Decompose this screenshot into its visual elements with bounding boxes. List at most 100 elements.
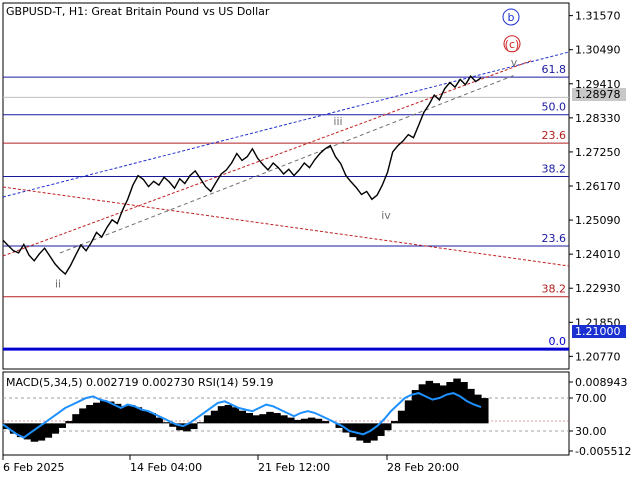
main-plot-frame xyxy=(2,2,570,370)
macd-bar xyxy=(127,404,136,424)
macd-bar xyxy=(30,423,39,442)
macd-bar xyxy=(349,423,357,438)
wave-c-circle xyxy=(503,35,521,53)
macd-bar xyxy=(79,408,87,424)
level-price-tag: 1.21000 xyxy=(572,325,626,338)
macd-bar xyxy=(439,385,447,424)
macd-bar xyxy=(307,417,316,424)
fib-level-label: 50.0 xyxy=(542,101,567,114)
indicator-tick-label: -0.005512 xyxy=(575,445,631,458)
macd-bar xyxy=(44,423,53,438)
macd-bar xyxy=(390,421,399,424)
macd-bar xyxy=(141,410,150,424)
macd-bar xyxy=(404,400,413,424)
channel-lines xyxy=(2,51,570,267)
macd-bar xyxy=(99,400,108,424)
fib-level-label: 38.2 xyxy=(542,283,567,296)
macd-bar xyxy=(453,378,461,424)
price-tick-label: 1.25090 xyxy=(575,214,621,227)
macd-bar xyxy=(238,410,247,424)
price-tick-label: 1.26170 xyxy=(575,180,621,193)
macd-bar xyxy=(384,423,392,431)
macd-bar xyxy=(169,423,177,427)
macd-bar xyxy=(474,394,482,424)
level-price-tag-text: 1.21000 xyxy=(575,325,621,338)
macd-bar xyxy=(190,423,198,430)
wave-label: v xyxy=(511,56,518,69)
macd-bar xyxy=(16,423,25,438)
time-tick-label: 28 Feb 20:00 xyxy=(387,461,459,474)
macd-bar xyxy=(252,415,260,424)
macd-bar xyxy=(467,388,475,424)
wave-label: (c) xyxy=(505,38,520,51)
level-price-tag-box xyxy=(572,325,626,338)
time-tick-label: 14 Feb 04:00 xyxy=(130,461,202,474)
wave-label: ii xyxy=(55,278,61,291)
fib-level-label: 61.8 xyxy=(542,63,567,76)
macd-bar xyxy=(9,423,18,434)
upper-blue-channel xyxy=(2,51,570,198)
macd-bar xyxy=(300,418,309,424)
macd-bar xyxy=(176,423,184,431)
macd-bar xyxy=(377,423,385,436)
macd-bar xyxy=(411,390,420,424)
indicator-title: MACD(5,34,5) 0.002719 0.002730 RSI(14) 5… xyxy=(6,376,273,389)
wave-label: iv xyxy=(381,209,391,222)
price-axis: 1.31570 1.30490 1.29410 1.28330 1.27250 1.261… xyxy=(569,10,621,363)
macd-bar xyxy=(266,411,274,424)
macd-bar xyxy=(460,382,468,424)
current-price-tag-text: 1.28978 xyxy=(575,88,621,101)
macd-bar xyxy=(23,423,32,440)
macd-histogram xyxy=(3,378,489,443)
macd-bar xyxy=(37,423,46,441)
macd-bar xyxy=(196,422,205,424)
macd-bar xyxy=(148,413,157,424)
macd-bar xyxy=(432,383,441,424)
current-price-tag: 1.28978 xyxy=(572,88,626,101)
macd-bar xyxy=(446,382,454,424)
macd-bar xyxy=(273,413,281,424)
macd-bar xyxy=(370,423,378,441)
falling-red-line xyxy=(2,186,570,267)
indicator-tick-label: 0.008943 xyxy=(575,376,628,389)
macd-bar xyxy=(162,422,170,424)
macd-bar xyxy=(134,407,143,424)
price-tick-label: 1.29410 xyxy=(575,78,621,91)
rsi-line xyxy=(2,392,482,439)
macd-bar xyxy=(425,380,434,424)
macd-bar xyxy=(314,418,323,424)
indicator-tick-label: 70.00 xyxy=(575,392,607,405)
macd-bar xyxy=(210,410,219,424)
macd-bar xyxy=(321,421,330,424)
macd-bar xyxy=(203,415,212,424)
macd-bar xyxy=(418,384,427,424)
chart-title: GBPUSD-T, H1: Great Britain Pound vs US … xyxy=(6,5,270,18)
macd-bar xyxy=(231,407,240,424)
macd-bar xyxy=(65,421,73,424)
macd-bar xyxy=(287,417,295,424)
fib-level-label: 38.2 xyxy=(542,163,567,176)
fib-level-label: 23.6 xyxy=(542,232,567,245)
lower-red-channel xyxy=(2,59,534,257)
price-tick-label: 1.31570 xyxy=(575,10,621,23)
price-tick-label: 1.27250 xyxy=(575,146,621,159)
indicator-tick-label: 30.00 xyxy=(575,425,607,438)
wave-label: b xyxy=(508,11,515,24)
macd-bar xyxy=(217,406,226,424)
current-price-tag-box xyxy=(572,88,626,101)
macd-bar xyxy=(106,401,115,424)
macd-bar xyxy=(58,423,66,428)
fib-level-label: 23.6 xyxy=(542,129,567,142)
price-tick-label: 1.24010 xyxy=(575,248,621,261)
macd-bar xyxy=(183,423,191,432)
indicator-axis: 0.008943 70.00 30.00 -0.005512 xyxy=(569,376,631,458)
price-tick-label: 1.20770 xyxy=(575,350,621,363)
time-axis: 6 Feb 2025 14 Feb 04:00 21 Feb 12:00 28 Feb… xyxy=(2,455,459,474)
macd-bar xyxy=(259,414,267,424)
wave-b-circle xyxy=(502,8,520,26)
macd-bar xyxy=(397,410,406,424)
macd-bar xyxy=(356,423,364,441)
macd-bar xyxy=(224,404,233,424)
